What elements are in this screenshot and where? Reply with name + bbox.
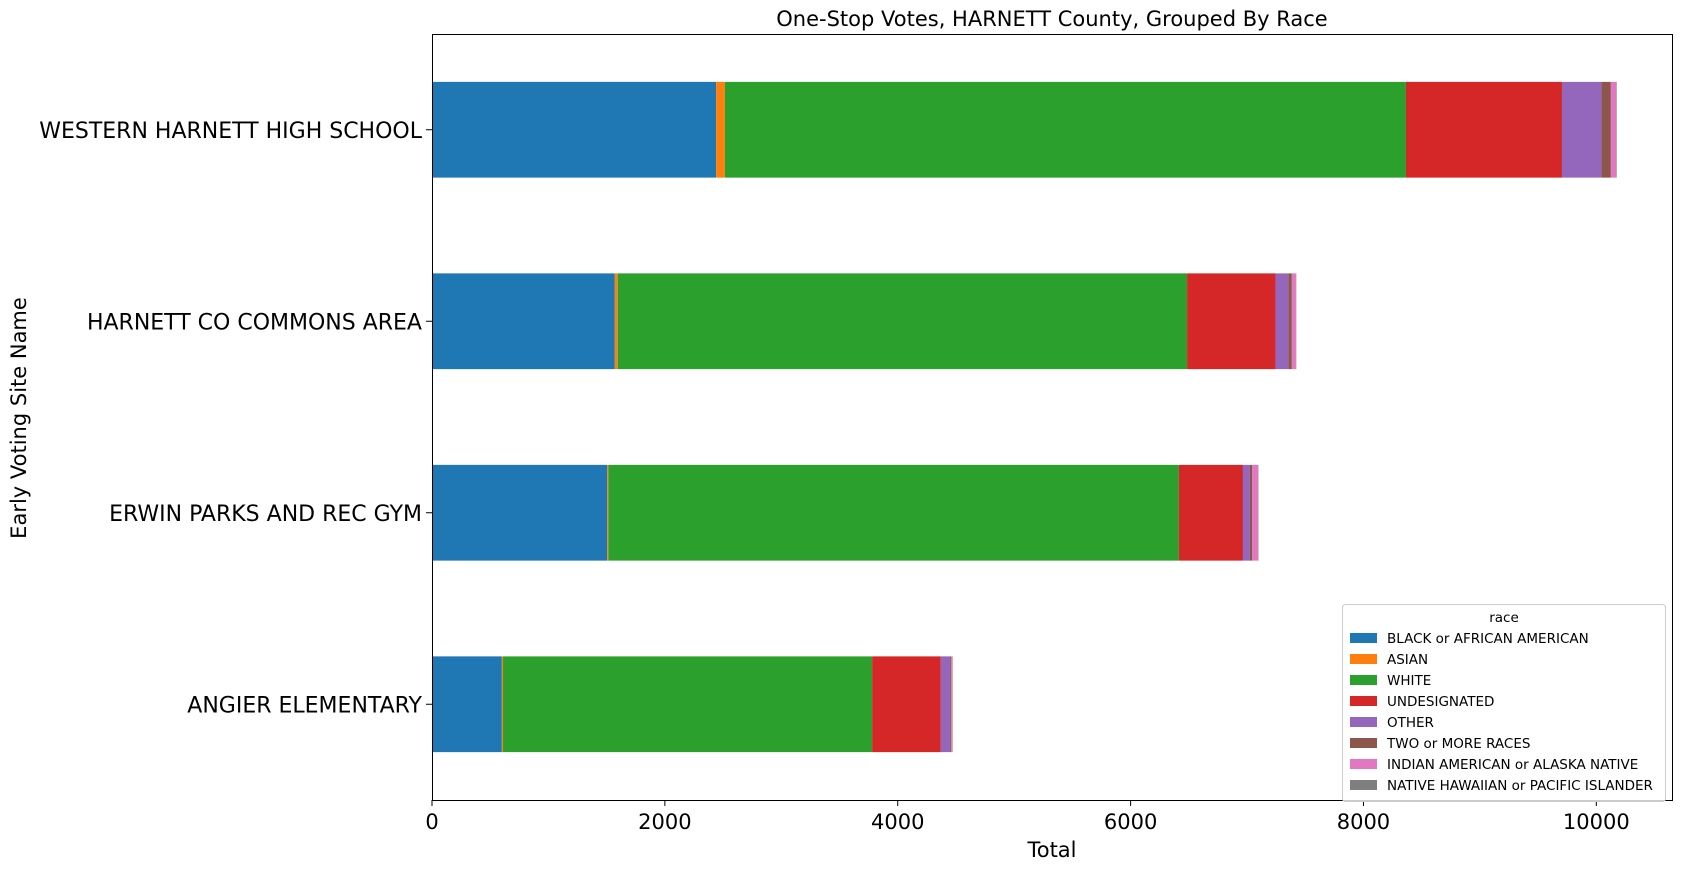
bar-segment xyxy=(1616,81,1617,178)
bar-segment xyxy=(940,656,951,753)
bar-segment xyxy=(607,464,609,561)
legend-label: UNDESIGNATED xyxy=(1387,694,1494,710)
bars-group xyxy=(432,81,1617,753)
y-axis-label: Early Voting Site Name xyxy=(7,297,31,539)
plot-frame xyxy=(432,34,1673,801)
legend-label: OTHER xyxy=(1387,715,1434,731)
bar-segment xyxy=(503,656,873,753)
bar-segment xyxy=(608,464,1179,561)
bar-segment xyxy=(1601,81,1611,178)
bar-segment xyxy=(1288,273,1292,370)
legend-label: NATIVE HAWAIIAN or PACIFIC ISLANDER xyxy=(1387,778,1653,794)
y-tick-label: HARNETT CO COMMONS AREA xyxy=(87,310,422,335)
bar-segment xyxy=(1561,81,1602,178)
x-tick-label: 2000 xyxy=(638,810,691,834)
y-tick-label: ERWIN PARKS AND REC GYM xyxy=(109,502,422,527)
y-tick-label: WESTERN HARNETT HIGH SCHOOL xyxy=(39,119,423,144)
x-axis-label: Total xyxy=(1026,838,1076,862)
legend-swatch xyxy=(1350,654,1377,664)
bar-segment xyxy=(951,656,953,753)
bar-segment xyxy=(872,656,941,753)
chart-title: One-Stop Votes, HARNETT County, Grouped … xyxy=(776,7,1327,31)
bar-segment xyxy=(432,656,502,753)
bar-segment xyxy=(950,656,952,753)
legend-swatch xyxy=(1350,717,1377,727)
bar-segment xyxy=(716,81,725,178)
bar-segment xyxy=(1178,464,1243,561)
x-tick-label: 10000 xyxy=(1563,810,1630,834)
legend-label: BLACK or AFRICAN AMERICAN xyxy=(1387,631,1589,647)
legend-title: race xyxy=(1489,610,1519,626)
legend-items: BLACK or AFRICAN AMERICAN ASIAN WHITE UNDES… xyxy=(1350,631,1653,794)
bar-segment xyxy=(1275,273,1289,370)
bar-segment xyxy=(501,656,504,753)
bar-segment xyxy=(432,273,615,370)
bar-segment xyxy=(1405,81,1562,178)
bar-segment xyxy=(617,273,1188,370)
x-tick-label: 0 xyxy=(425,810,438,834)
legend-swatch xyxy=(1350,675,1377,685)
bar-segment xyxy=(1291,273,1296,370)
bar-segment xyxy=(432,464,608,561)
legend-swatch xyxy=(1350,633,1377,643)
legend-swatch xyxy=(1350,696,1377,706)
bar-segment xyxy=(1252,464,1259,561)
bar-segment xyxy=(614,273,618,370)
x-tick-label: 6000 xyxy=(1104,810,1157,834)
bar-segment xyxy=(1242,464,1250,561)
legend-swatch xyxy=(1350,738,1377,748)
bar-segment xyxy=(1249,464,1253,561)
legend-frame xyxy=(1342,604,1666,802)
legend-label: TWO or MORE RACES xyxy=(1386,736,1530,752)
legend-label: WHITE xyxy=(1387,673,1431,689)
legend-label: ASIAN xyxy=(1387,652,1428,668)
y-axis-ticks: WESTERN HARNETT HIGH SCHOOL HARNETT CO CO… xyxy=(39,119,432,718)
y-tick-label: ANGIER ELEMENTARY xyxy=(187,693,422,718)
bar-segment xyxy=(432,81,717,178)
legend-label: INDIAN AMERICAN or ALASKA NATIVE xyxy=(1387,757,1638,773)
x-tick-label: 8000 xyxy=(1337,810,1390,834)
legend-swatch xyxy=(1350,780,1377,790)
bar-segment xyxy=(724,81,1406,178)
bar-segment xyxy=(1187,273,1276,370)
legend: race BLACK or AFRICAN AMERICAN ASIAN WHITE… xyxy=(1342,604,1666,802)
x-axis-ticks: 0 2000 4000 6000 8000 10000 xyxy=(425,800,1630,834)
legend-swatch xyxy=(1350,759,1377,769)
bar-segment xyxy=(1610,81,1617,178)
x-tick-label: 4000 xyxy=(871,810,924,834)
